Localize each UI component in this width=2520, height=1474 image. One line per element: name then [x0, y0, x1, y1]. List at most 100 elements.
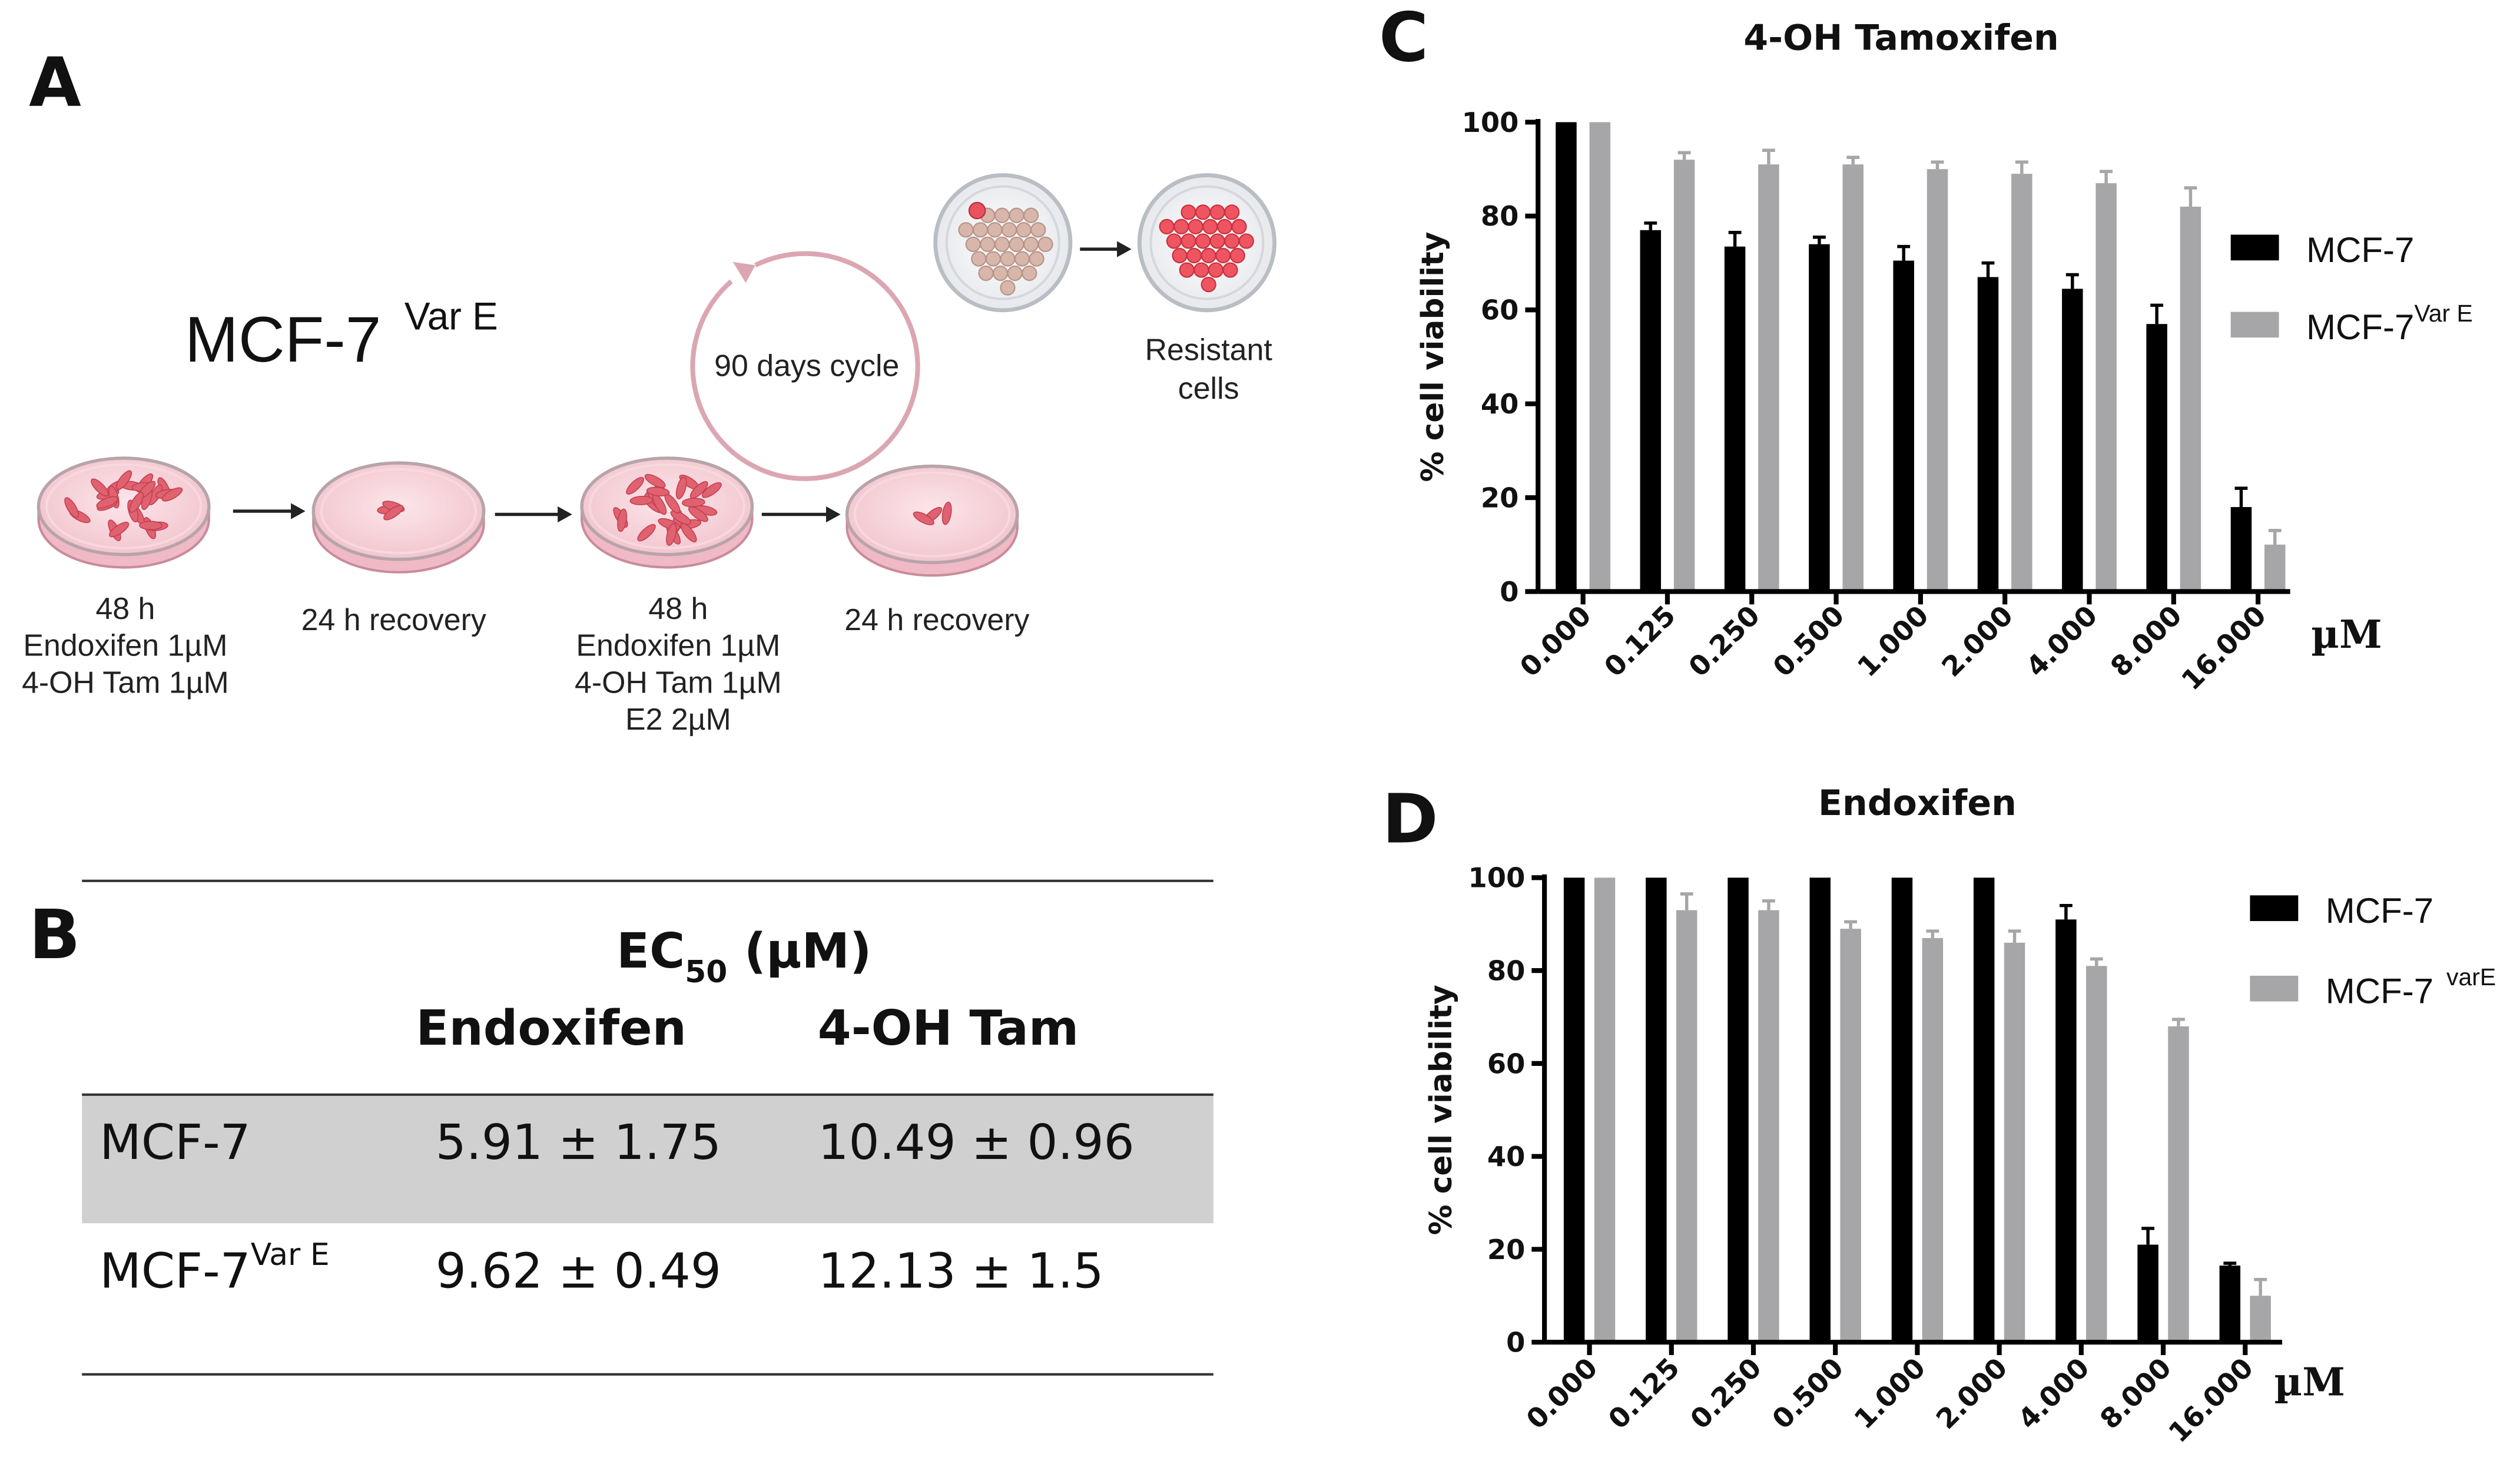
table-row-shading	[82, 1094, 1213, 1224]
bar	[2230, 507, 2252, 592]
svg-text:24 h recovery: 24 h recovery	[301, 602, 486, 637]
bar	[1977, 277, 1999, 592]
bar	[1727, 877, 1749, 1343]
svg-text:24 h recovery: 24 h recovery	[844, 602, 1029, 637]
bar	[2168, 1026, 2189, 1343]
culture-dish-icon	[580, 456, 754, 569]
cell-line-name: MCF-7	[185, 304, 382, 376]
x-tick-label: 4.000	[2012, 1352, 2095, 1435]
bar	[1758, 910, 1779, 1343]
x-tick-label: 0.125	[1598, 599, 1682, 683]
svg-text:48 h: 48 h	[648, 591, 708, 625]
x-tick-label: 4.000	[2020, 599, 2104, 683]
bar	[2011, 174, 2032, 592]
y-tick-label: 80	[1481, 200, 1519, 232]
row-name: MCF-7Var E	[100, 1237, 329, 1299]
bar	[2250, 1296, 2271, 1343]
table-row: MCF-7Var E 9.62 ± 0.49 12.13 ± 1.5	[100, 1237, 1103, 1299]
svg-text:Endoxifen 1µM: Endoxifen 1µM	[23, 628, 227, 663]
bar	[2004, 942, 2025, 1343]
arrow-icon	[233, 503, 306, 519]
cell-endoxifen: 9.62 ± 0.49	[436, 1243, 721, 1299]
y-tick-label: 20	[1487, 1234, 1526, 1266]
legend-swatch	[2250, 975, 2299, 1002]
y-tick-label: 100	[1468, 862, 1526, 894]
x-tick-label: 0.000	[1520, 1352, 1604, 1435]
y-tick-label: 0	[1500, 576, 1518, 608]
x-tick-label: 2.000	[1930, 1352, 2014, 1435]
mixed-cells-petri-icon	[933, 173, 1073, 313]
bar	[1842, 164, 1864, 592]
culture-dish-icon	[37, 456, 211, 569]
bar	[1594, 877, 1616, 1343]
y-tick-label: 100	[1462, 107, 1519, 138]
bar	[1973, 877, 1995, 1343]
arrow-icon	[761, 506, 841, 523]
bar	[1563, 877, 1585, 1343]
x-tick-label: 0.500	[1766, 1352, 1849, 1435]
bar	[1891, 877, 1913, 1343]
step-2-caption: 24 h recovery	[301, 602, 486, 637]
x-tick-label: 2.000	[1935, 599, 2019, 683]
cycle-label: 90 days cycle	[714, 349, 899, 383]
step-1-caption: 48 h Endoxifen 1µM 4-OH Tam 1µM	[22, 591, 229, 700]
column-header-4-oh-tam: 4-OH Tam	[818, 1001, 1079, 1056]
x-tick-label: 0.500	[1767, 599, 1851, 683]
x-tick-label: 16.000	[2163, 1352, 2260, 1449]
y-axis-label: % cell viability	[1415, 231, 1451, 482]
bar	[1724, 246, 1746, 592]
bar	[2062, 289, 2083, 592]
cell-line-superscript: Var E	[404, 295, 498, 338]
bar	[1809, 244, 1830, 592]
legend-label: MCF-7	[2326, 891, 2433, 930]
bar	[2264, 544, 2286, 592]
x-tick-label: 16.000	[2175, 599, 2272, 697]
bar	[2137, 1244, 2158, 1343]
x-tick-label: 1.000	[1851, 599, 1935, 683]
y-tick-label: 0	[1506, 1327, 1525, 1359]
svg-text:4-OH Tam 1µM: 4-OH Tam 1µM	[22, 665, 229, 699]
bar	[1640, 230, 1662, 592]
cell-endoxifen: 5.91 ± 1.75	[436, 1115, 721, 1171]
cell-4-oh-tam: 10.49 ± 0.96	[818, 1115, 1134, 1171]
chart-title: Endoxifen	[1818, 783, 2017, 824]
y-tick-label: 40	[1481, 388, 1519, 420]
cell-line-title: MCF-7 Var E	[185, 295, 498, 376]
y-tick-label: 60	[1487, 1048, 1526, 1079]
arrow-icon	[1080, 241, 1132, 257]
arrow-icon	[495, 506, 572, 523]
panel-a-label: A	[29, 44, 81, 122]
legend-label: MCF-7 varE	[2326, 963, 2496, 1011]
bar	[2055, 919, 2077, 1343]
step-4-caption: 24 h recovery	[844, 602, 1029, 637]
table-row: MCF-7 5.91 ± 1.75 10.49 ± 0.96	[100, 1115, 1134, 1171]
x-axis-unit: µM	[2274, 1359, 2345, 1405]
y-tick-label: 80	[1487, 955, 1526, 987]
row-name: MCF-7	[100, 1115, 251, 1171]
bar	[2146, 324, 2167, 592]
x-tick-label: 0.250	[1682, 599, 1766, 683]
bar	[2219, 1266, 2241, 1343]
x-tick-label: 1.000	[1848, 1352, 1932, 1435]
bar	[1922, 938, 1944, 1343]
column-header-endoxifen: Endoxifen	[416, 1001, 687, 1056]
bar	[2086, 966, 2107, 1343]
resistant-label-line-1: Resistant	[1145, 332, 1273, 366]
panel-d-label: D	[1382, 780, 1438, 859]
legend-swatch	[2230, 234, 2279, 261]
x-tick-label: 8.000	[2104, 599, 2188, 683]
bar	[1556, 122, 1577, 592]
x-tick-label: 0.250	[1684, 1352, 1768, 1435]
chart-title: 4-OH Tamoxifen	[1743, 18, 2058, 59]
cell-4-oh-tam: 12.13 ± 1.5	[818, 1243, 1103, 1299]
panel-b-label: B	[29, 896, 80, 975]
y-tick-label: 20	[1481, 482, 1519, 514]
bar	[1809, 877, 1831, 1343]
svg-text:4-OH Tam 1µM: 4-OH Tam 1µM	[575, 665, 782, 699]
bar	[1646, 877, 1667, 1343]
bar	[2180, 206, 2201, 592]
bar	[1758, 164, 1779, 592]
chart-d-endoxifen: Endoxifen % cell viability 0 20 40 60 80 100 0.0…	[1424, 783, 2496, 1449]
legend-label: MCF-7Var E	[2306, 300, 2473, 347]
panel-a-workflow-diagram: A MCF-7 Var E 90 days cycle Resistant ce…	[22, 44, 1276, 736]
